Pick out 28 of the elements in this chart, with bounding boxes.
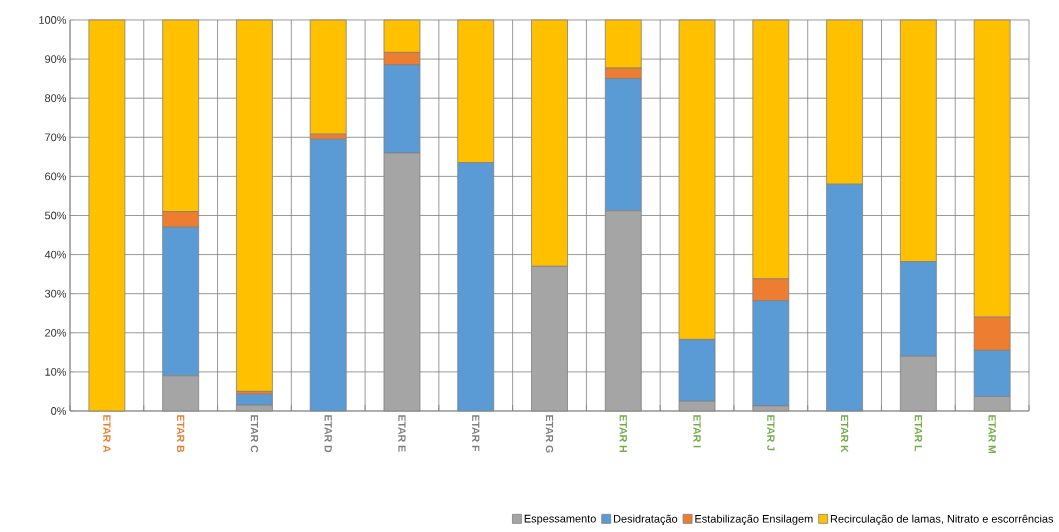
x-tick-label: ETAR I (693, 415, 701, 448)
y-tick-label: 10% (45, 368, 67, 376)
x-tick-label: ETAR A (103, 415, 111, 453)
y-tick-label: 60% (45, 172, 67, 181)
x-tick-label: ETAR F (472, 415, 480, 452)
x-tick-label: ETAR G (545, 415, 554, 453)
x-tick-label: ETAR K (840, 415, 849, 453)
x-tick-label: ETAR L (914, 415, 922, 452)
y-tick-label: 40% (44, 250, 67, 259)
x-tick-label: ETAR M (988, 415, 996, 454)
legend-label: Estabilização Ensilagem (695, 514, 813, 525)
y-tick-label: 0% (51, 407, 67, 415)
y-tick-label: 20% (45, 328, 67, 337)
x-tick-label: ETAR D (324, 415, 332, 453)
y-tick-label: 70% (45, 133, 67, 142)
y-tick-label: 100% (39, 16, 67, 24)
legend-label: Recirculação de lamas, Nitrato e escorrências (830, 514, 1054, 525)
legend-label: Desidratação (614, 514, 678, 525)
y-tick-label: 50% (44, 211, 67, 220)
x-tick-label: ETAR J (767, 415, 775, 451)
y-tick-label: 90% (45, 55, 67, 63)
y-tick-label: 30% (44, 289, 67, 298)
x-tick-label: ETAR H (619, 415, 627, 452)
x-tick-label: ETAR B (177, 415, 185, 453)
x-tick-label: ETAR C (250, 415, 259, 453)
legend-label: Espessamento (524, 514, 596, 525)
x-tick-label: ETAR E (398, 415, 406, 452)
y-tick-label: 80% (45, 94, 67, 103)
